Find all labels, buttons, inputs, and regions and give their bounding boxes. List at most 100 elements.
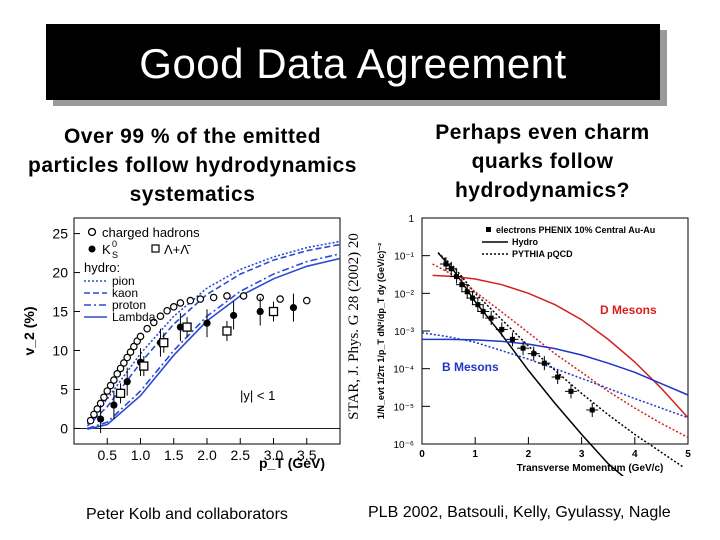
- charged-hadron-point: [100, 393, 108, 402]
- x-tick-label: 1.0: [131, 447, 151, 463]
- y-tick-label: 10⁻⁶: [393, 440, 414, 451]
- charged-hadron-point: [120, 359, 128, 367]
- d-mesons-label: D Mesons: [600, 303, 657, 317]
- y-tick-label: 10⁻²: [394, 289, 414, 300]
- electron-point: [509, 336, 515, 342]
- y-tick-label: 10⁻⁴: [393, 365, 414, 376]
- electron-spectrum-plot: 1 10⁻¹ 10⁻² 10⁻³ 10⁻⁴ 10⁻⁵ 10⁻⁶ 0 1 2 3 4 5 Transvers…: [376, 214, 691, 476]
- right-caption-line-1: Perhaps even charm: [435, 121, 650, 144]
- kshort-point: [97, 415, 105, 423]
- x-tick-label: 4: [632, 449, 638, 460]
- y-tick-label: 20: [52, 265, 68, 281]
- left-caption-line-1: Over 99 % of the emitted: [63, 125, 322, 148]
- kshort-point: [230, 311, 238, 320]
- electron-point: [459, 282, 465, 288]
- charged-hadron-point: [163, 306, 171, 315]
- lambda-point: [222, 326, 232, 336]
- curve-d-mesons-pqcd-: [432, 263, 689, 439]
- right-caption-line-2: quarks follow: [471, 150, 614, 173]
- y-axis-label: 1/N_evt 1/2π 1/p_T dN²/dp_T dy (GeV/c)⁻²: [376, 243, 386, 419]
- left-caption-line-3: systematics: [129, 183, 256, 206]
- x-tick-label: 2.0: [197, 447, 217, 463]
- legend-pythia-label: PYTHIA pQCD: [512, 249, 573, 259]
- legend-hydro-label: Lambda: [112, 310, 156, 324]
- legend-kshort-sub: S: [112, 250, 118, 260]
- legend-kshort-sup: 0: [112, 239, 117, 249]
- right-caption-line-3: hydrodynamics?: [454, 179, 631, 202]
- electron-point: [568, 388, 574, 394]
- charged-hadron-point: [150, 318, 158, 327]
- electron-point: [589, 407, 595, 413]
- x-tick-label: 2: [526, 449, 532, 460]
- charged-hadron-point: [302, 296, 311, 305]
- legend-kshort-label: K: [102, 242, 111, 257]
- charged-hadron-point: [106, 381, 115, 390]
- charged-hadron-point: [103, 387, 112, 395]
- legend-data-marker: [486, 227, 491, 232]
- x-tick-label: 3.5: [297, 447, 317, 463]
- charged-hadron-point: [209, 293, 218, 302]
- footer-right-citation: PLB 2002, Batsouli, Kelly, Gyulassy, Nag…: [368, 504, 671, 521]
- star-reference: STAR, J. Phys. G 28 (2002) 20: [346, 220, 362, 432]
- lambda-point: [115, 388, 126, 398]
- b-mesons-label: B Mesons: [442, 360, 499, 374]
- rapidity-annotation: |y| < 1: [240, 388, 275, 403]
- left-caption-line-2: particles follow hydrodynamics: [28, 154, 357, 177]
- x-tick-label: 0.5: [98, 447, 118, 463]
- x-tick-label: 0: [419, 449, 425, 460]
- charged-hadron-point: [169, 303, 178, 311]
- y-tick-label: 25: [52, 226, 68, 242]
- electron-point: [464, 289, 470, 295]
- legend-charged-label: charged hadrons: [102, 225, 200, 240]
- legend-hydro-label: proton: [112, 298, 146, 312]
- charged-hadron-point: [143, 324, 151, 333]
- y-tick-label: 1: [408, 214, 414, 225]
- charged-hadron-point: [110, 376, 118, 384]
- legend-hydro-label: pion: [112, 274, 135, 288]
- x-tick-label: 3.0: [264, 447, 284, 463]
- curve-b-mesons-pqcd-: [421, 331, 689, 419]
- x-tick-label: 5: [685, 449, 691, 460]
- electron-point: [520, 345, 526, 351]
- charged-hadron-point: [130, 342, 138, 351]
- x-axis-label: Transverse Momentum (GeV/c): [517, 463, 664, 474]
- y-tick-label: 15: [52, 304, 68, 320]
- electron-point: [488, 315, 494, 321]
- curve-d-mesons: [432, 274, 689, 419]
- charged-hadron-point: [123, 353, 132, 362]
- x-tick-label: 2.5: [231, 447, 251, 463]
- electron-point: [470, 295, 476, 301]
- legend-hydro-label: kaon: [112, 286, 138, 300]
- legend-charged-marker: [87, 227, 97, 237]
- star-reference-text: STAR, J. Phys. G 28 (2002) 20: [345, 232, 362, 420]
- legend-kshort-marker: [88, 245, 96, 253]
- electron-point: [443, 261, 449, 267]
- y-axis-label: v_2 (%): [21, 306, 37, 355]
- electron-point: [480, 308, 486, 314]
- y-tick-label: 10: [52, 342, 68, 358]
- kshort-point: [289, 304, 298, 312]
- charged-hadron-point: [223, 292, 231, 300]
- title-banner: Good Data Agreement: [46, 24, 660, 100]
- y-tick-label: 0: [60, 420, 68, 436]
- x-axis-label: p_T (GeV): [259, 455, 325, 471]
- charged-hadron-point: [176, 299, 185, 307]
- electron-point: [475, 302, 481, 308]
- right-caption: Perhaps even charm quarks follow hydrody…: [410, 118, 675, 205]
- kshort-point: [176, 323, 184, 331]
- kshort-point: [203, 319, 211, 327]
- legend-data-label: electrons PHENIX 10% Central Au-Au: [496, 225, 655, 235]
- lambda-point: [182, 322, 192, 332]
- legend-lambda-label: Λ+Λ̄: [164, 242, 191, 257]
- lambda-point: [268, 306, 279, 317]
- charged-hadron-point: [86, 416, 95, 425]
- charged-hadron-point: [90, 410, 98, 419]
- hydro-curve-pion: [86, 240, 341, 425]
- charged-hadron-point: [113, 370, 122, 378]
- y-tick-label: 10⁻³: [394, 327, 414, 338]
- y-tick-label: 10⁻¹: [394, 252, 414, 263]
- legend-hydro-label: Hydro: [512, 237, 539, 247]
- kshort-point: [123, 378, 131, 386]
- charged-hadron-point: [126, 348, 135, 356]
- electron-point: [531, 351, 537, 357]
